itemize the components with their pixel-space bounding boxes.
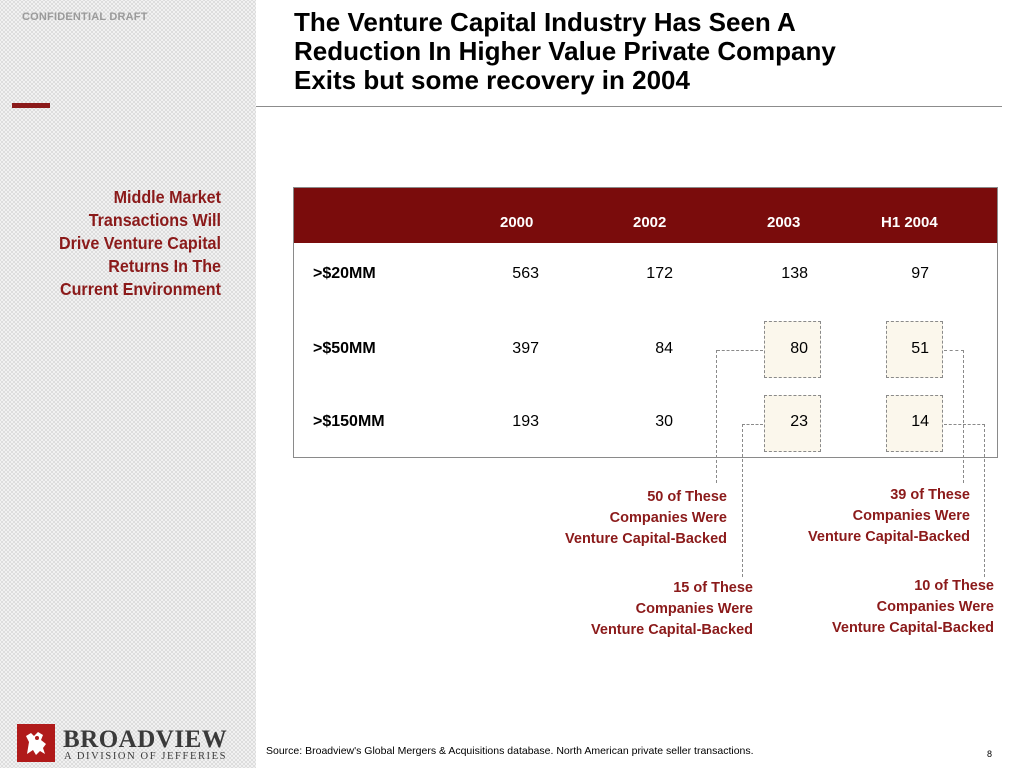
note-line: 50 of These <box>647 489 727 505</box>
column-header-2002: 2002 <box>633 214 667 231</box>
note-line: Venture Capital-Backed <box>565 531 727 547</box>
connector-line <box>717 350 763 351</box>
table-cell: 397 <box>512 340 539 357</box>
exits-table: 2000 2002 2003 H1 2004 >$20MM 563 172 13… <box>293 187 998 458</box>
table-cell: 23 <box>790 413 808 430</box>
connector-line <box>716 350 717 483</box>
note-line: Venture Capital-Backed <box>832 620 994 636</box>
table-cell: 14 <box>911 413 929 430</box>
connector-line <box>984 424 985 577</box>
title-line-3: Exits but some recovery in 2004 <box>294 65 690 95</box>
note-line: 15 of These <box>673 580 753 596</box>
column-header-h1-2004: H1 2004 <box>881 214 938 231</box>
row-label: >$150MM <box>313 413 385 430</box>
column-header-2000: 2000 <box>500 214 534 231</box>
sidebar-heading: Middle Market Transactions Will Drive Ve… <box>19 186 221 301</box>
note-2004-150mm: 10 of These Companies Were Venture Capit… <box>832 576 994 639</box>
note-line: Companies Were <box>876 599 994 615</box>
sidebar-heading-line-2: Transactions Will <box>88 210 221 230</box>
sidebar-background <box>0 0 256 768</box>
connector-line <box>944 350 964 351</box>
table-cell: 84 <box>655 340 673 357</box>
table-cell: 97 <box>911 265 929 282</box>
page-number: 8 <box>987 749 993 759</box>
note-2004-50mm: 39 of These Companies Were Venture Capit… <box>808 485 970 548</box>
sidebar-heading-line-4: Returns In The <box>108 256 221 276</box>
column-header-2003: 2003 <box>767 214 801 231</box>
table-header: 2000 2002 2003 H1 2004 <box>294 188 997 243</box>
sidebar-heading-line-3: Drive Venture Capital <box>59 233 221 253</box>
table-cell: 138 <box>781 265 808 282</box>
highlight-box-2004-150mm <box>886 395 943 452</box>
source-note: Source: Broadview's Global Mergers & Acq… <box>266 745 754 757</box>
note-line: 39 of These <box>890 487 970 503</box>
note-line: Companies Were <box>635 601 753 617</box>
note-line: Venture Capital-Backed <box>808 529 970 545</box>
sidebar-heading-line-1: Middle Market <box>113 187 221 207</box>
table-cell: 80 <box>790 340 808 357</box>
connector-line <box>944 424 985 425</box>
row-label: >$20MM <box>313 265 376 282</box>
table-cell: 172 <box>646 265 673 282</box>
confidential-label: CONFIDENTIAL DRAFT <box>22 11 148 23</box>
logo-tagline: A DIVISION OF JEFFERIES <box>64 751 228 762</box>
table-cell: 563 <box>512 265 539 282</box>
broadview-logo: BROADVIEW A DIVISION OF JEFFERIES <box>17 724 242 764</box>
page-title: The Venture Capital Industry Has Seen A … <box>294 8 994 95</box>
connector-line <box>742 424 763 425</box>
note-2003-50mm: 50 of These Companies Were Venture Capit… <box>565 487 727 550</box>
connector-line <box>963 350 964 483</box>
note-2003-150mm: 15 of These Companies Were Venture Capit… <box>591 578 753 641</box>
highlight-box-2003-150mm <box>764 395 821 452</box>
sidebar-heading-line-5: Current Environment <box>59 279 222 299</box>
note-line: 10 of These <box>914 578 994 594</box>
highlight-box-2004-50mm <box>886 321 943 378</box>
accent-dash <box>12 103 50 108</box>
row-label: >$50MM <box>313 340 376 357</box>
table-cell: 51 <box>911 340 929 357</box>
note-line: Venture Capital-Backed <box>591 622 753 638</box>
note-line: Companies Were <box>852 508 970 524</box>
highlight-box-2003-50mm <box>764 321 821 378</box>
connector-line <box>742 424 743 577</box>
title-divider <box>256 106 1002 107</box>
table-cell: 30 <box>655 413 673 430</box>
table-cell: 193 <box>512 413 539 430</box>
logo-wordmark: BROADVIEW <box>63 726 228 753</box>
note-line: Companies Were <box>609 510 727 526</box>
lion-crest-icon <box>17 724 55 762</box>
title-line-1: The Venture Capital Industry Has Seen A <box>294 7 796 37</box>
title-line-2: Reduction In Higher Value Private Compan… <box>294 36 836 66</box>
